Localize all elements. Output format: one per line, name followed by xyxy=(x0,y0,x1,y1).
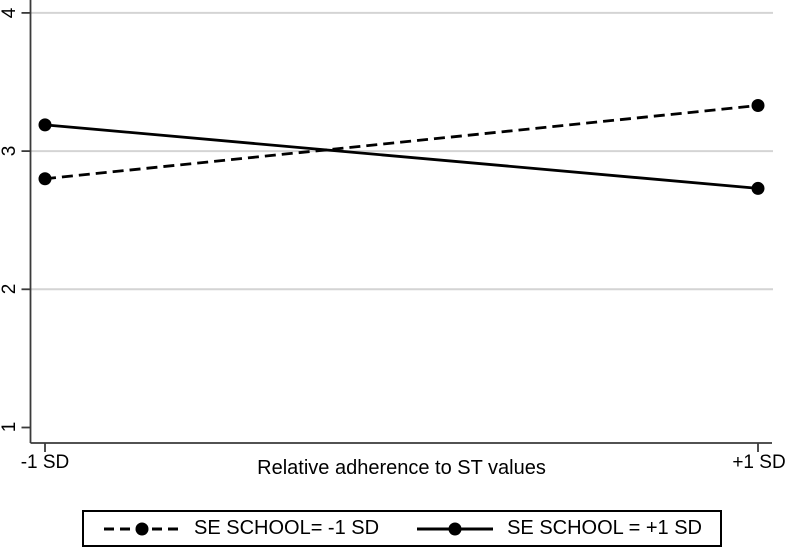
y-axis-tick-label-3: 3 xyxy=(0,145,20,157)
legend-sample-marker xyxy=(448,522,462,535)
series-line-solid xyxy=(44,123,759,190)
legend-sample-marker xyxy=(135,522,149,535)
data-point-marker xyxy=(751,181,765,195)
data-point-marker xyxy=(38,172,52,186)
x-axis-tick-label-minus-1sd: -1 SD xyxy=(20,452,70,473)
plot-area xyxy=(21,0,773,452)
legend-label: SE SCHOOL = +1 SD xyxy=(507,517,702,539)
x-axis-title: Relative adherence to ST values xyxy=(257,457,546,479)
series-line-dashed xyxy=(44,104,759,181)
data-point-marker xyxy=(751,98,765,112)
legend-solid-line-icon xyxy=(417,522,494,535)
legend: SE SCHOOL= -1 SD SE SCHOOL = +1 SD xyxy=(82,510,722,547)
legend-dashed-line-icon xyxy=(104,522,180,535)
y-axis-tick-label-2: 2 xyxy=(0,283,20,295)
data-point-marker xyxy=(38,118,52,132)
y-axis-tick-label-4: 4 xyxy=(0,7,20,19)
legend-entry-se-school-plus-1sd: SE SCHOOL = +1 SD xyxy=(415,517,702,540)
legend-entry-se-school-minus-1sd: SE SCHOOL= -1 SD xyxy=(102,517,379,540)
legend-label: SE SCHOOL= -1 SD xyxy=(194,517,380,539)
y-axis-tick-label-1: 1 xyxy=(0,421,20,433)
x-axis-tick-label-plus-1sd: +1 SD xyxy=(732,452,786,473)
